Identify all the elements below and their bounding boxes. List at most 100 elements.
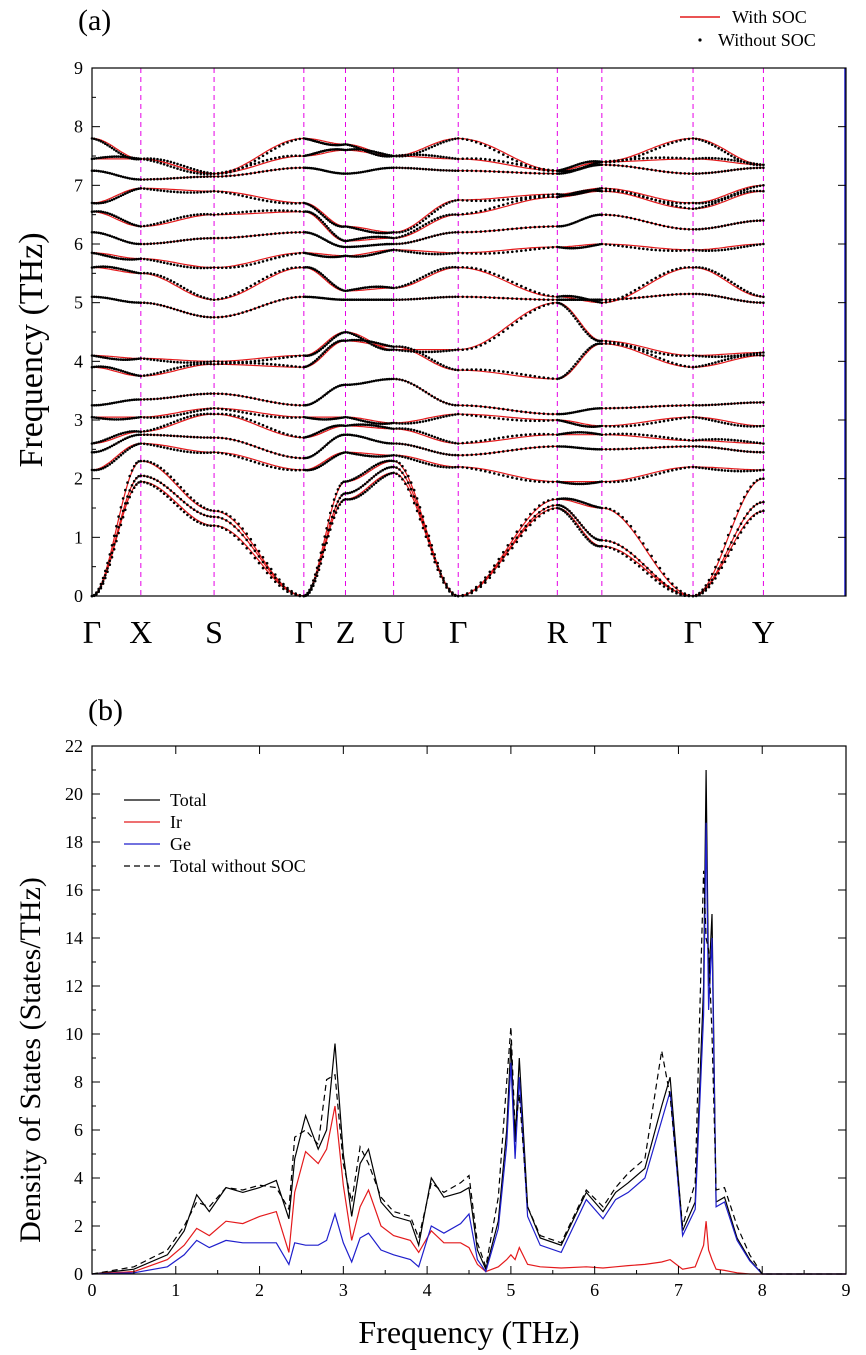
nosoc-point (520, 284, 523, 288)
nosoc-point (381, 455, 385, 458)
nosoc-point (533, 432, 537, 436)
nosoc-point (542, 445, 546, 449)
nosoc-point (130, 484, 134, 487)
nosoc-point (189, 435, 193, 439)
nosoc-point (249, 284, 253, 288)
nosoc-point (456, 368, 460, 372)
nosoc-point (332, 143, 336, 147)
nosoc-point (265, 425, 269, 429)
nosoc-point (306, 468, 309, 472)
nosoc-point (209, 451, 212, 454)
nosoc-point (524, 171, 528, 175)
nosoc-point (176, 482, 179, 486)
nosoc-point (436, 416, 440, 420)
nosoc-point (582, 328, 585, 331)
nosoc-point (762, 401, 765, 404)
nosoc-point (304, 295, 308, 299)
nosoc-point (613, 341, 616, 344)
nosoc-point (199, 451, 203, 455)
nosoc-point (199, 295, 203, 298)
nosoc-point (529, 165, 532, 169)
nosoc-point (317, 568, 321, 572)
nosoc-point (274, 156, 277, 160)
nosoc-point (658, 404, 662, 408)
nosoc-point (225, 519, 228, 522)
nosoc-point (139, 272, 143, 275)
nosoc-point (755, 243, 759, 247)
nosoc-point (484, 368, 487, 372)
nosoc-point (186, 311, 189, 315)
nosoc-point (424, 167, 428, 171)
nosoc-point (115, 358, 118, 361)
nosoc-point (135, 178, 138, 181)
nosoc-point (249, 163, 253, 167)
nosoc-point (679, 156, 682, 160)
nosoc-point (418, 226, 422, 229)
nosoc-point (594, 338, 598, 342)
nosoc-point (515, 540, 519, 544)
nosoc-point (249, 537, 253, 541)
nosoc-point (433, 553, 437, 556)
nosoc-point (646, 572, 649, 575)
nosoc-point (182, 412, 186, 416)
nosoc-point (257, 561, 261, 565)
nosoc-point (156, 177, 159, 181)
nosoc-point (319, 296, 323, 300)
nosoc-point (604, 163, 608, 167)
nosoc-point (329, 229, 332, 232)
nosoc-point (115, 434, 118, 437)
nosoc-point (493, 571, 496, 574)
nosoc-point (379, 440, 382, 444)
nosoc-point (286, 468, 289, 472)
nosoc-point (159, 481, 163, 485)
nosoc-point (99, 231, 103, 235)
nosoc-point (325, 217, 328, 220)
nosoc-point (137, 357, 140, 361)
nosoc-point (357, 453, 360, 456)
nosoc-point (617, 432, 620, 436)
nosoc-point (115, 155, 118, 158)
nosoc-point (629, 524, 633, 528)
nosoc-point (313, 452, 317, 456)
nosoc-point (542, 501, 546, 504)
nosoc-point (97, 587, 100, 591)
nosoc-point (580, 191, 583, 195)
nosoc-point (282, 582, 285, 586)
nosoc-point (474, 453, 478, 456)
nosoc-point (617, 447, 620, 451)
nosoc-point (456, 137, 460, 140)
nosoc-point (97, 295, 100, 299)
nosoc-point (385, 473, 389, 477)
nosoc-point (439, 569, 442, 573)
nosoc-point (733, 282, 736, 286)
nosoc-point (212, 524, 216, 527)
nosoc-point (172, 478, 176, 482)
nosoc-point (439, 363, 442, 366)
nosoc-point (520, 410, 523, 413)
nosoc-point (99, 585, 103, 588)
nosoc-point (454, 441, 457, 445)
nosoc-point (338, 496, 342, 500)
nosoc-point (524, 373, 528, 377)
nosoc-point (104, 465, 107, 469)
nosoc-point (209, 236, 212, 240)
nosoc-point (436, 464, 440, 468)
nosoc-point (726, 533, 730, 537)
nosoc-point (216, 213, 220, 216)
nosoc-point (95, 202, 98, 205)
nosoc-point (566, 412, 569, 415)
nosoc-point (564, 511, 567, 514)
nosoc-point (128, 489, 131, 492)
nosoc-point (671, 437, 674, 440)
nosoc-point (182, 215, 186, 218)
nosoc-point (752, 189, 756, 193)
nosoc-point (465, 368, 469, 372)
nosoc-point (736, 439, 740, 442)
nosoc-point (584, 297, 587, 301)
nosoc-point (97, 440, 100, 444)
nosoc-point (442, 267, 445, 270)
nosoc-point (395, 231, 398, 234)
nosoc-point (687, 207, 691, 210)
nosoc-point (202, 513, 206, 517)
nosoc-point (717, 468, 720, 472)
